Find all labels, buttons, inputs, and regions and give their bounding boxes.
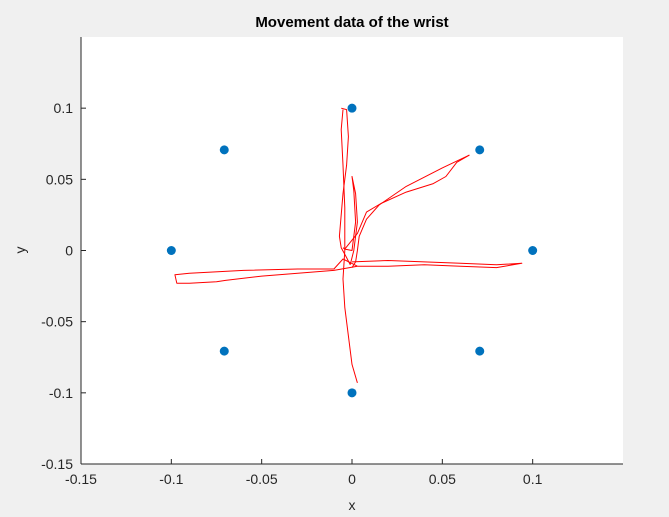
trajectory-line — [351, 154, 470, 268]
x-tick-label: 0 — [348, 471, 356, 487]
target-point — [219, 145, 229, 155]
target-point — [347, 103, 357, 113]
data-layer — [166, 103, 538, 398]
trajectory-line — [340, 109, 358, 384]
chart-title: Movement data of the wrist — [255, 14, 448, 31]
x-axis-label: x — [349, 497, 356, 513]
x-tick-label: -0.1 — [159, 471, 183, 487]
y-tick-label: -0.15 — [41, 456, 73, 472]
y-tick-label: -0.05 — [41, 314, 73, 330]
target-point — [219, 346, 229, 356]
trajectory-line — [344, 154, 470, 250]
trajectory-line — [338, 107, 351, 265]
y-tick-label: 0.1 — [54, 100, 74, 116]
trajectory-line — [351, 260, 523, 269]
x-tick-label: -0.15 — [65, 471, 97, 487]
x-tick-label: 0.1 — [523, 471, 543, 487]
target-point — [475, 145, 485, 155]
y-tick-label: 0.05 — [46, 171, 73, 187]
target-point — [475, 346, 485, 356]
trajectory-line — [174, 258, 358, 284]
y-axis-label: y — [12, 247, 28, 254]
y-ticks: -0.15 -0.1 -0.05 0 0.05 0.1 — [41, 100, 86, 472]
target-point — [347, 388, 357, 398]
target-point — [528, 246, 538, 255]
x-tick-label: 0.05 — [429, 471, 456, 487]
y-tick-label: -0.1 — [49, 385, 73, 401]
x-tick-label: -0.05 — [246, 471, 278, 487]
y-tick-label: 0 — [65, 243, 73, 259]
x-ticks: -0.15 -0.1 -0.05 0 0.05 0.1 — [65, 459, 543, 487]
target-point — [166, 246, 176, 255]
